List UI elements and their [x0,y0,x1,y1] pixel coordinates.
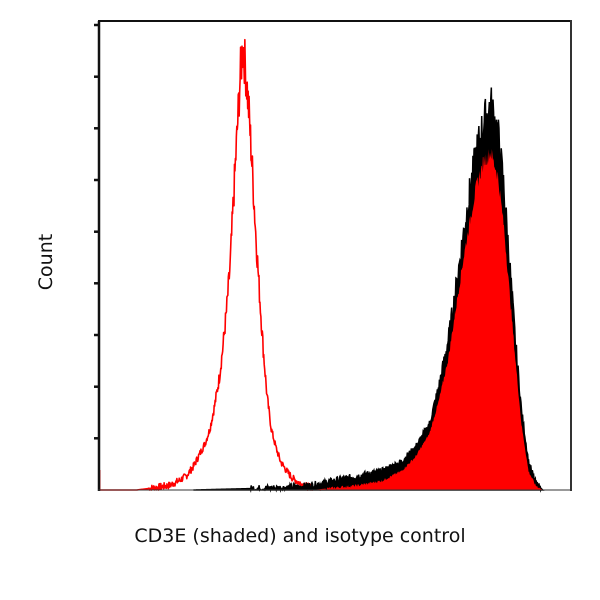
isotype-control-line [98,38,322,491]
y-axis-ticks [94,23,99,440]
plot-frame [97,20,572,491]
x-axis-label: CD3E (shaded) and isotype control [134,525,466,547]
histogram-series [98,38,572,493]
cd3e-shaded-area [193,149,543,490]
y-axis-label: Count [35,233,57,291]
